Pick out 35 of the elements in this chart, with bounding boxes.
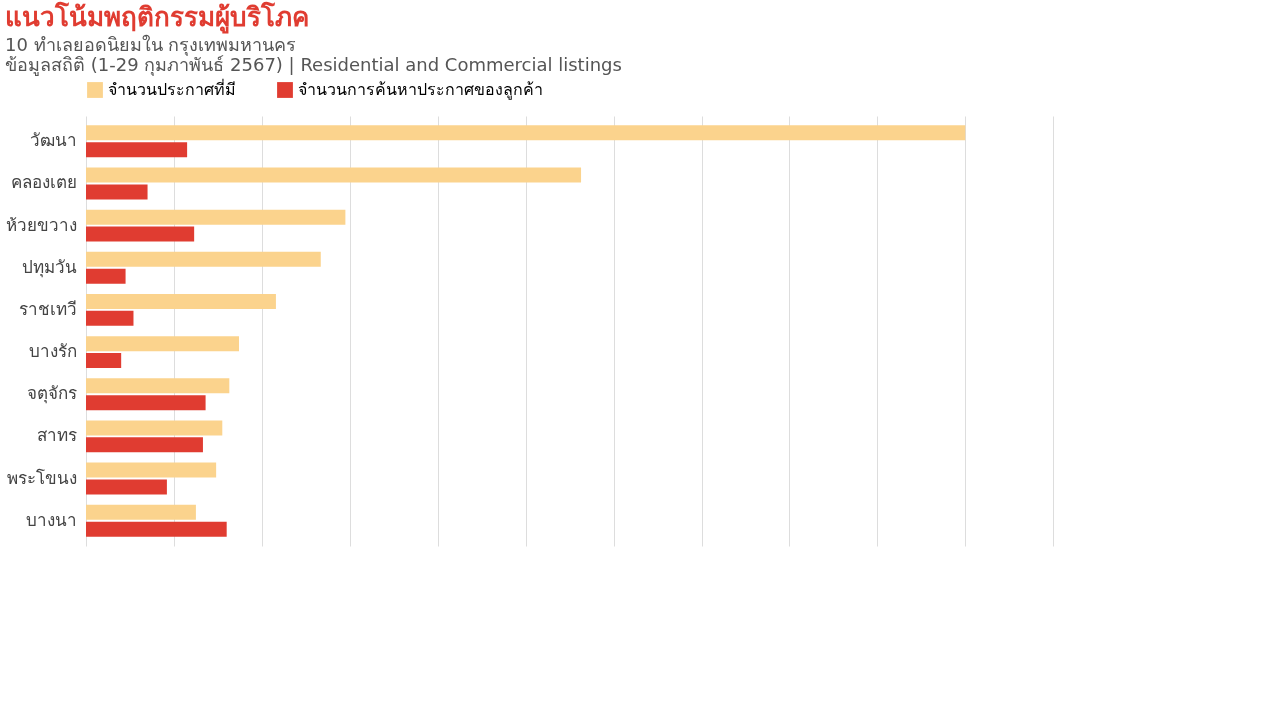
bar <box>86 504 196 520</box>
y-tick-label: คลองเตย <box>10 172 77 193</box>
bar <box>86 167 582 183</box>
y-tick-label: บางรัก <box>28 341 77 362</box>
text: ข้อมูลสถิติ (1-29 กุมภาพันธ์ 2567) | Residential and Commercial listings <box>5 54 622 76</box>
bar <box>86 353 122 369</box>
bar <box>86 336 239 352</box>
y-tick-label: พระโขนง <box>6 467 77 488</box>
chart-subtitle: 10 ทำเลยอดนิยมใน กรุงเทพมหานคร <box>5 34 297 56</box>
bar <box>86 437 203 453</box>
bar <box>86 125 966 141</box>
bar <box>86 479 167 495</box>
bar <box>86 268 126 284</box>
legend-label: จำนวนการค้นหาประกาศของลูกค้า <box>298 80 543 100</box>
y-tick-label: ปทุมวัน <box>21 256 77 278</box>
bar <box>86 209 346 225</box>
bar <box>86 378 230 394</box>
y-tick-label: วัฒนา <box>29 130 77 151</box>
bar <box>86 142 188 158</box>
legend-label: จำนวนประกาศที่มี <box>108 78 236 99</box>
y-tick-label: สาทร <box>36 425 77 446</box>
y-tick-label: บางนา <box>25 509 77 530</box>
bar <box>86 251 321 267</box>
bar <box>86 462 217 478</box>
bar <box>86 226 195 242</box>
y-tick-label: จตุจักร <box>26 383 77 405</box>
bar <box>86 184 148 200</box>
y-tick-label: ห้วยขวาง <box>5 214 77 235</box>
bar <box>86 293 276 309</box>
bar <box>86 310 134 326</box>
chart-title: แนวโน้มพฤติกรรมผู้บริโภค <box>5 1 309 34</box>
bar <box>86 521 227 537</box>
bar <box>86 395 206 411</box>
y-tick-label: ราชเทวี <box>18 298 77 319</box>
bar <box>86 420 223 436</box>
